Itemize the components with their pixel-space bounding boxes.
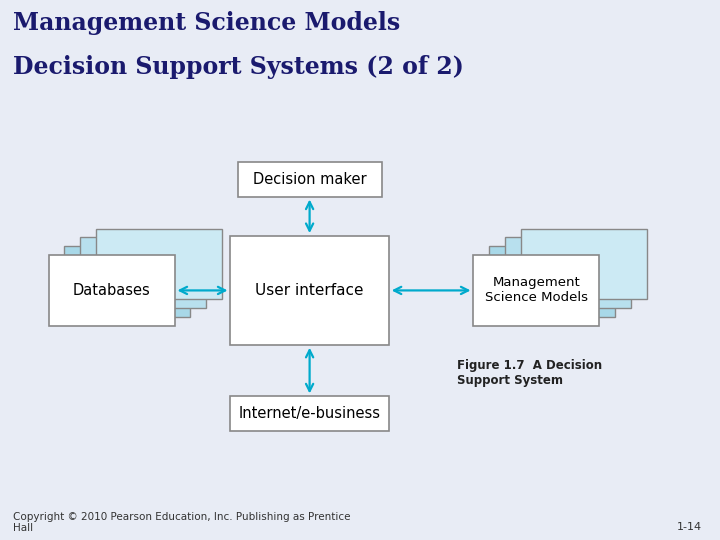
Bar bbox=[521, 228, 647, 299]
Bar bbox=[96, 228, 222, 299]
Bar bbox=[505, 238, 631, 308]
Bar bbox=[230, 236, 389, 345]
Bar bbox=[65, 246, 190, 317]
Text: Decision maker: Decision maker bbox=[253, 172, 366, 187]
Bar bbox=[49, 255, 174, 326]
Text: Databases: Databases bbox=[73, 283, 150, 298]
Bar bbox=[238, 163, 382, 197]
Text: Internet/e-business: Internet/e-business bbox=[238, 406, 381, 421]
Text: Decision Support Systems (2 of 2): Decision Support Systems (2 of 2) bbox=[13, 55, 464, 79]
Text: Figure 1.7  A Decision
Support System: Figure 1.7 A Decision Support System bbox=[457, 359, 603, 387]
Text: User interface: User interface bbox=[256, 283, 364, 298]
Text: Management Science Models: Management Science Models bbox=[13, 11, 400, 35]
Text: 1-14: 1-14 bbox=[677, 522, 702, 532]
Bar bbox=[474, 255, 599, 326]
Text: Management
Science Models: Management Science Models bbox=[485, 276, 588, 305]
Bar bbox=[81, 238, 206, 308]
Text: Copyright © 2010 Pearson Education, Inc. Publishing as Prentice
Hall: Copyright © 2010 Pearson Education, Inc.… bbox=[13, 512, 351, 534]
Bar bbox=[490, 246, 615, 317]
Bar bbox=[230, 396, 389, 430]
